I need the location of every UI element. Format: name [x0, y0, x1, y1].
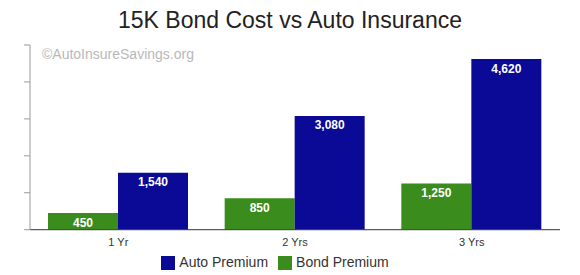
html-text:Bond Premium: Bond Premium — [296, 253, 389, 270]
html-text:©AutoInsureSavings.org: ©AutoInsureSavings.org — [42, 46, 194, 62]
svg-text:850: 850 — [250, 201, 270, 215]
svg-text:2 Yrs: 2 Yrs — [282, 236, 308, 248]
svg-text:3 Yrs: 3 Yrs — [459, 236, 485, 248]
svg-text:1,540: 1,540 — [138, 175, 168, 189]
svg-text:1 Yr: 1 Yr — [108, 236, 128, 248]
svg-text:4,620: 4,620 — [491, 62, 521, 76]
html-text:15K Bond Cost vs Auto Insuranc: 15K Bond Cost vs Auto Insurance — [118, 7, 462, 33]
svg-text:3,080: 3,080 — [315, 118, 345, 132]
svg-text:450: 450 — [73, 216, 93, 230]
html-text:Auto Premium: Auto Premium — [179, 253, 268, 270]
svg-text:1,250: 1,250 — [421, 186, 451, 200]
